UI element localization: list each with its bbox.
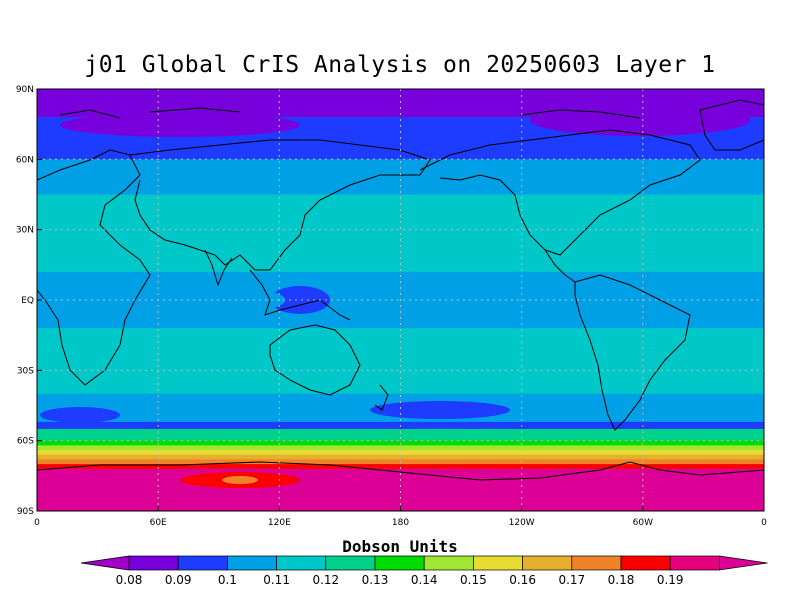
x-tick-label: 60W <box>633 518 653 528</box>
colorbar-label: 0.13 <box>362 573 389 587</box>
y-tick-label: 60S <box>17 437 34 447</box>
patch-africa-north <box>37 202 145 238</box>
colorbar-swatch <box>423 555 474 571</box>
y-axis-ticks: 90N 60N 30N EQ 30S 60S 90S <box>16 85 34 517</box>
coast-new-zealand <box>374 384 389 411</box>
colorbar-labels: 0.08 0.09 0.1 0.11 0.12 0.13 0.14 0.15 0.16 0.17 0… <box>116 573 684 587</box>
colorbar-swatch <box>571 555 622 571</box>
coast-asia <box>129 139 431 271</box>
value-band-14 <box>37 464 764 470</box>
y-tick-label: EQ <box>21 296 34 306</box>
patch-arctic-west <box>60 113 300 137</box>
colorbar-label: 0.12 <box>312 573 339 587</box>
coast-north-america <box>419 129 701 256</box>
patch-indian-ocean <box>195 288 285 312</box>
value-band-8 <box>37 428 764 442</box>
value-band-12 <box>37 454 764 460</box>
patch-south-pacific <box>370 401 510 419</box>
x-tick-label: 0 <box>34 518 40 528</box>
x-tick-label: 120W <box>509 518 535 528</box>
patch-pacific-band <box>410 334 630 366</box>
colorbar-label: 0.1 <box>218 573 237 587</box>
colorbar-label: 0.18 <box>608 573 635 587</box>
y-tick-label: 30N <box>16 226 34 236</box>
colorbar-swatch <box>620 555 671 571</box>
value-band-11 <box>37 450 764 456</box>
patch-antarctic-orange <box>222 476 258 484</box>
patch-arctic <box>530 104 750 136</box>
colorbar-swatch <box>374 555 425 571</box>
colorbar-swatch <box>325 555 376 571</box>
colorbar-swatch <box>128 555 179 571</box>
coast-arctic-islands <box>59 107 641 119</box>
patch-north-pacific <box>300 205 540 235</box>
colorbar-label: 0.14 <box>411 573 438 587</box>
coast-central-america <box>544 249 576 283</box>
colorbar-swatch <box>473 555 523 571</box>
colorbar-label: 0.11 <box>263 573 290 587</box>
y-tick-label: 90S <box>17 507 34 517</box>
colorbar-high-arrow <box>719 555 768 571</box>
coast-se-asia <box>249 269 351 321</box>
colorbar-label: 0.17 <box>558 573 585 587</box>
x-tick-label: 180 <box>392 518 409 528</box>
patch-tropical-pacific <box>270 286 330 314</box>
value-band-10 <box>37 445 764 451</box>
colorbar-swatch <box>177 555 228 571</box>
x-axis-ticks: 0 60E 120E 180 120W 60W 0 <box>34 518 767 528</box>
colorbar-label: 0.08 <box>116 573 143 587</box>
map-title: j01 Global CrIS Analysis on 20250603 Lay… <box>84 52 716 78</box>
value-band-2 <box>37 159 764 195</box>
colorbar-swatch <box>669 555 720 571</box>
colorbar <box>80 555 768 571</box>
patch-south-america <box>590 350 730 390</box>
colorbar-swatch <box>276 555 327 571</box>
colorbar-label: 0.16 <box>509 573 536 587</box>
x-tick-label: 60E <box>150 518 167 528</box>
coast-africa-europe <box>37 149 151 386</box>
colorbar-label: 0.09 <box>165 573 192 587</box>
colorbar-title: Dobson Units <box>342 537 458 556</box>
coastlines <box>37 99 764 481</box>
colorbar-low-arrow <box>80 555 130 571</box>
coast-antarctica <box>37 461 764 481</box>
y-tick-label: 60N <box>16 155 34 165</box>
colorbar-label: 0.15 <box>460 573 487 587</box>
value-band-15 <box>37 468 764 484</box>
colorbar-swatch <box>522 555 573 571</box>
graticule <box>37 89 764 511</box>
y-tick-label: 30S <box>17 366 34 376</box>
ozone-patches <box>37 104 750 488</box>
coast-australia <box>269 324 361 396</box>
coast-south-america <box>574 274 691 431</box>
coast-india <box>204 249 233 287</box>
x-tick-label: 0 <box>761 518 767 528</box>
colorbar-swatch <box>227 555 277 571</box>
patch-atlantic-south <box>40 407 120 423</box>
coast-greenland <box>699 99 764 151</box>
y-tick-label: 90N <box>16 85 34 95</box>
colorbar-label: 0.19 <box>657 573 684 587</box>
x-tick-label: 120E <box>268 518 291 528</box>
